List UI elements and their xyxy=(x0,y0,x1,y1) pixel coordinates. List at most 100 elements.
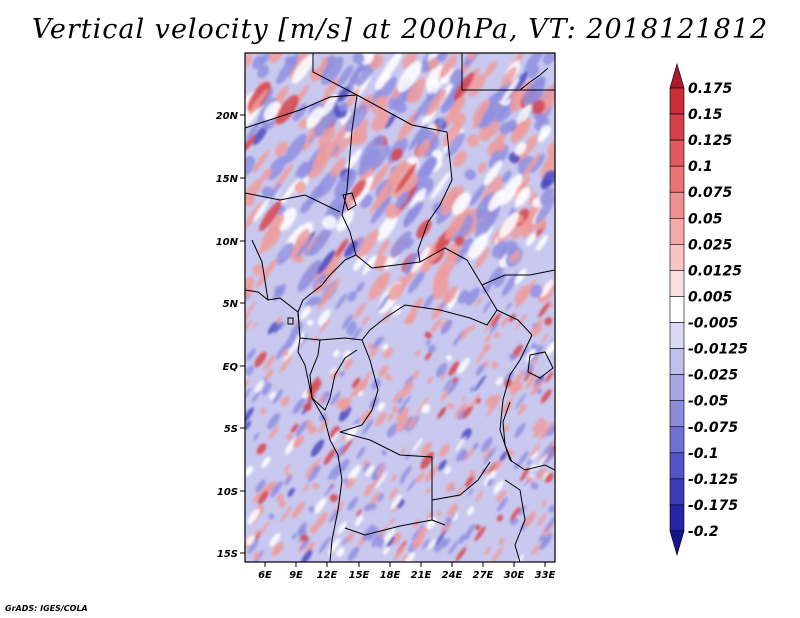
field-cell xyxy=(267,155,287,181)
field-cell xyxy=(274,285,285,296)
field-cell xyxy=(277,207,297,231)
field-cell xyxy=(284,475,292,486)
lon-label: 6E xyxy=(258,570,272,581)
field-cell xyxy=(263,101,281,122)
field-cell xyxy=(541,442,553,458)
field-cell xyxy=(460,451,469,461)
field-cell xyxy=(377,239,390,257)
field-cell xyxy=(505,302,512,311)
field-cell xyxy=(423,294,434,309)
field-cell xyxy=(247,538,259,555)
field-cell xyxy=(530,343,538,351)
colorbar-bin xyxy=(669,87,685,115)
colorbar-bin xyxy=(669,322,685,349)
field-cell xyxy=(245,155,256,178)
field-cell xyxy=(319,319,330,333)
field-cell xyxy=(245,54,253,70)
field-cell xyxy=(545,449,553,459)
field-cell xyxy=(516,104,532,125)
field-cell xyxy=(245,465,254,477)
field-cell xyxy=(515,313,527,330)
egypt-sudan-border xyxy=(461,53,555,91)
field-cell xyxy=(465,523,476,538)
field-cell xyxy=(547,421,555,436)
field-cell xyxy=(351,327,362,341)
field-cell xyxy=(253,197,271,222)
colorbar-level-label: 0.0125 xyxy=(688,263,742,279)
field-cell xyxy=(406,77,426,103)
field-cell xyxy=(466,506,475,516)
field-cell xyxy=(443,377,453,392)
field-cell xyxy=(320,94,338,117)
field-cell xyxy=(292,103,307,122)
field-cell xyxy=(509,71,528,98)
field-cell xyxy=(445,481,455,493)
field-cell xyxy=(530,482,539,490)
colorbar: 0.175 0.15 0.125 0.1 0.075 0.05 0.025 0.0125 0.0… xyxy=(669,62,748,557)
lon-label: 21E xyxy=(411,570,432,581)
field-cell xyxy=(440,67,454,85)
field-cell xyxy=(545,371,554,383)
lon-label: 18E xyxy=(380,570,401,581)
lon-label: 27E xyxy=(473,570,494,581)
field-cell xyxy=(532,197,542,208)
field-cell xyxy=(499,174,523,205)
field-cell xyxy=(387,413,394,421)
colorbar-level-label: -0.025 xyxy=(688,368,738,384)
field-cell xyxy=(259,200,282,232)
colorbar-level-label: -0.075 xyxy=(688,420,738,436)
field-cell xyxy=(317,309,331,326)
field-cell xyxy=(245,407,254,426)
field-cell xyxy=(458,409,467,420)
field-cell xyxy=(334,169,357,198)
field-cell xyxy=(345,477,354,488)
colorbar-level-label: -0.0125 xyxy=(688,342,748,358)
colorbar-level-label: 0.075 xyxy=(688,185,733,201)
angola-south-border xyxy=(344,519,433,536)
field-cell xyxy=(458,534,467,545)
field-cell xyxy=(493,139,506,152)
field-cell xyxy=(395,191,409,209)
field-cell xyxy=(466,134,480,147)
field-cell xyxy=(335,397,344,408)
field-cell xyxy=(384,113,396,129)
field-cell xyxy=(496,490,506,503)
field-cell xyxy=(245,201,264,231)
field-cell xyxy=(299,160,314,180)
field-cell xyxy=(488,189,505,212)
field-cell xyxy=(307,464,321,482)
congo-drc-border xyxy=(339,339,379,433)
field-cell xyxy=(245,420,252,431)
field-cell xyxy=(540,279,554,297)
vertical-velocity-field xyxy=(245,53,555,562)
field-cell xyxy=(510,385,519,396)
field-cell xyxy=(483,469,497,487)
field-cell xyxy=(361,418,374,435)
field-cell xyxy=(252,125,268,146)
field-cell xyxy=(256,443,267,455)
field-cell xyxy=(399,478,405,485)
field-cell xyxy=(357,229,380,259)
field-cell xyxy=(317,250,336,275)
field-cell xyxy=(348,324,358,337)
colorbar-level-label: -0.125 xyxy=(688,472,738,488)
field-cell xyxy=(247,81,271,113)
malawi-border xyxy=(504,479,526,562)
field-cell xyxy=(496,514,504,522)
field-cell xyxy=(403,201,422,226)
field-cell xyxy=(297,259,322,292)
field-cell xyxy=(427,376,434,385)
field-cell xyxy=(258,520,270,537)
field-cell xyxy=(372,168,385,185)
field-cell xyxy=(376,214,398,242)
field-cell xyxy=(400,465,412,481)
field-cell xyxy=(374,412,387,427)
lon-label: 24E xyxy=(442,570,463,581)
field-cell xyxy=(318,536,331,554)
field-cell xyxy=(408,123,429,151)
field-cell xyxy=(283,133,307,164)
field-cell xyxy=(268,53,284,64)
field-cell xyxy=(424,351,432,361)
field-cell xyxy=(275,94,299,125)
